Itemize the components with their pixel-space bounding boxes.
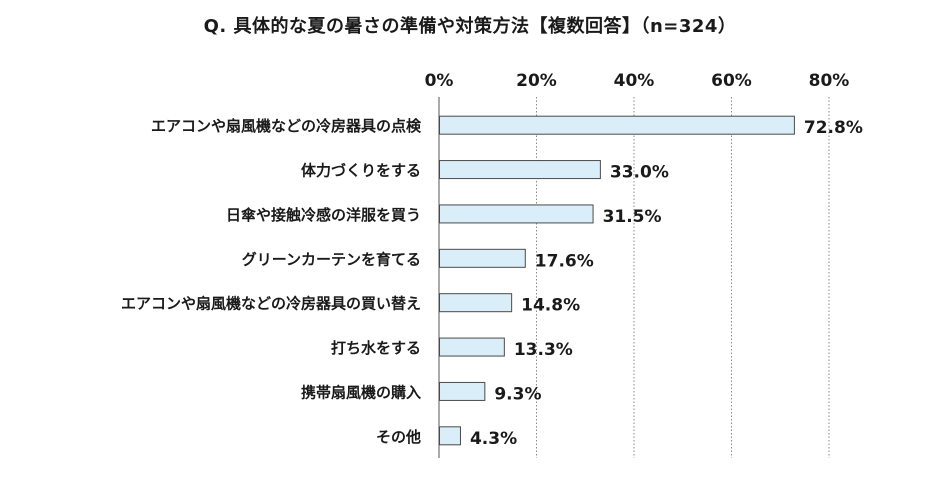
data-labels: 72.8% 33.0% 31.5% 17.6% 14.8% 13.3% 9.3% 4.3% <box>470 118 863 449</box>
category-labels: エアコンや扇風機などの冷房器具の点検体力づくりをする日傘や接触冷感の洋服を買うグ… <box>121 117 422 446</box>
bar <box>439 337 505 357</box>
category-label: 打ち水をする <box>331 339 421 357</box>
data-label: 31.5% <box>603 207 662 227</box>
bar <box>439 293 513 313</box>
x-tick-label: 20% <box>516 71 557 91</box>
bar <box>439 115 795 135</box>
data-label: 13.3% <box>514 340 573 360</box>
category-label: 体力づくりをする <box>301 162 421 180</box>
x-tick-label: 60% <box>711 71 752 91</box>
data-label: 72.8% <box>804 118 863 138</box>
bars <box>439 115 795 446</box>
bar <box>439 160 601 180</box>
category-label: エアコンや扇風機などの冷房器具の買い替え <box>121 295 421 313</box>
data-label: 4.3% <box>470 429 517 449</box>
category-label: グリーンカーテンを育てる <box>242 250 421 268</box>
bar <box>439 381 486 401</box>
x-tick-label: 40% <box>614 71 655 91</box>
data-label: 9.3% <box>494 384 541 404</box>
x-tick-label: 80% <box>809 71 850 91</box>
category-label: エアコンや扇風機などの冷房器具の点検 <box>151 117 422 135</box>
data-label: 14.8% <box>521 296 580 316</box>
data-label: 33.0% <box>610 163 669 183</box>
bar <box>439 248 526 268</box>
bar <box>439 204 594 224</box>
category-label: 日傘や接触冷感の洋服を買う <box>226 206 421 224</box>
gridlines <box>536 97 830 458</box>
bar <box>439 426 461 446</box>
chart-title: Q. 具体的な夏の暑さの準備や対策方法【複数回答】（n=324） <box>203 16 737 37</box>
category-label: その他 <box>376 428 421 446</box>
x-tick-label: 0% <box>425 71 454 91</box>
x-axis-ticks: 0% 20% 40% 60% 80% <box>425 71 850 91</box>
category-label: 携帯扇風機の購入 <box>301 383 421 401</box>
data-label: 17.6% <box>535 251 594 271</box>
